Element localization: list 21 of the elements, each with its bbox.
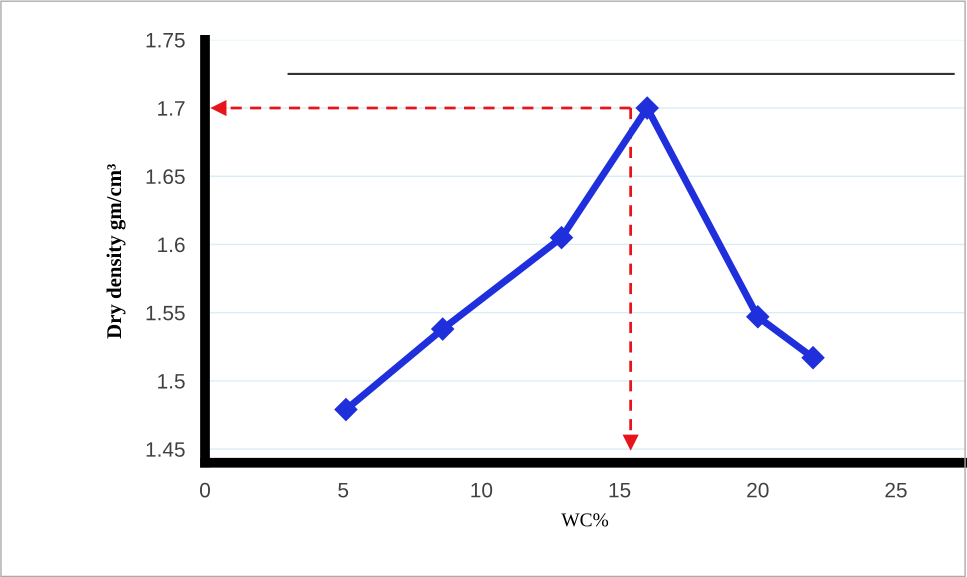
point (431, 318, 454, 341)
y-tick-label: 1.45 (146, 442, 185, 457)
x-tick-label: 15 (610, 482, 630, 498)
x-tick-label: 20 (747, 482, 769, 498)
x-tick-label: 5 (338, 482, 348, 498)
y-tick-label: 1.65 (146, 169, 185, 184)
point (550, 226, 574, 250)
y-tick-label: 1.7 (158, 101, 185, 116)
x-tick-label: 10 (471, 482, 492, 498)
point (802, 346, 825, 370)
point (334, 398, 358, 422)
point (746, 305, 770, 328)
y-tick-label: 1.6 (158, 237, 185, 252)
x-tick-label: 0 (200, 482, 210, 498)
y-tick-label: 1.75 (146, 33, 185, 48)
x-tick-label: 25 (885, 482, 907, 498)
y-tick-label: 1.5 (158, 374, 185, 389)
y-tick-label: 1.55 (146, 306, 185, 320)
point (636, 96, 659, 120)
x-axis-title: WC% (561, 513, 608, 527)
y-axis-title: Dry density gm/cm³ (106, 164, 126, 339)
